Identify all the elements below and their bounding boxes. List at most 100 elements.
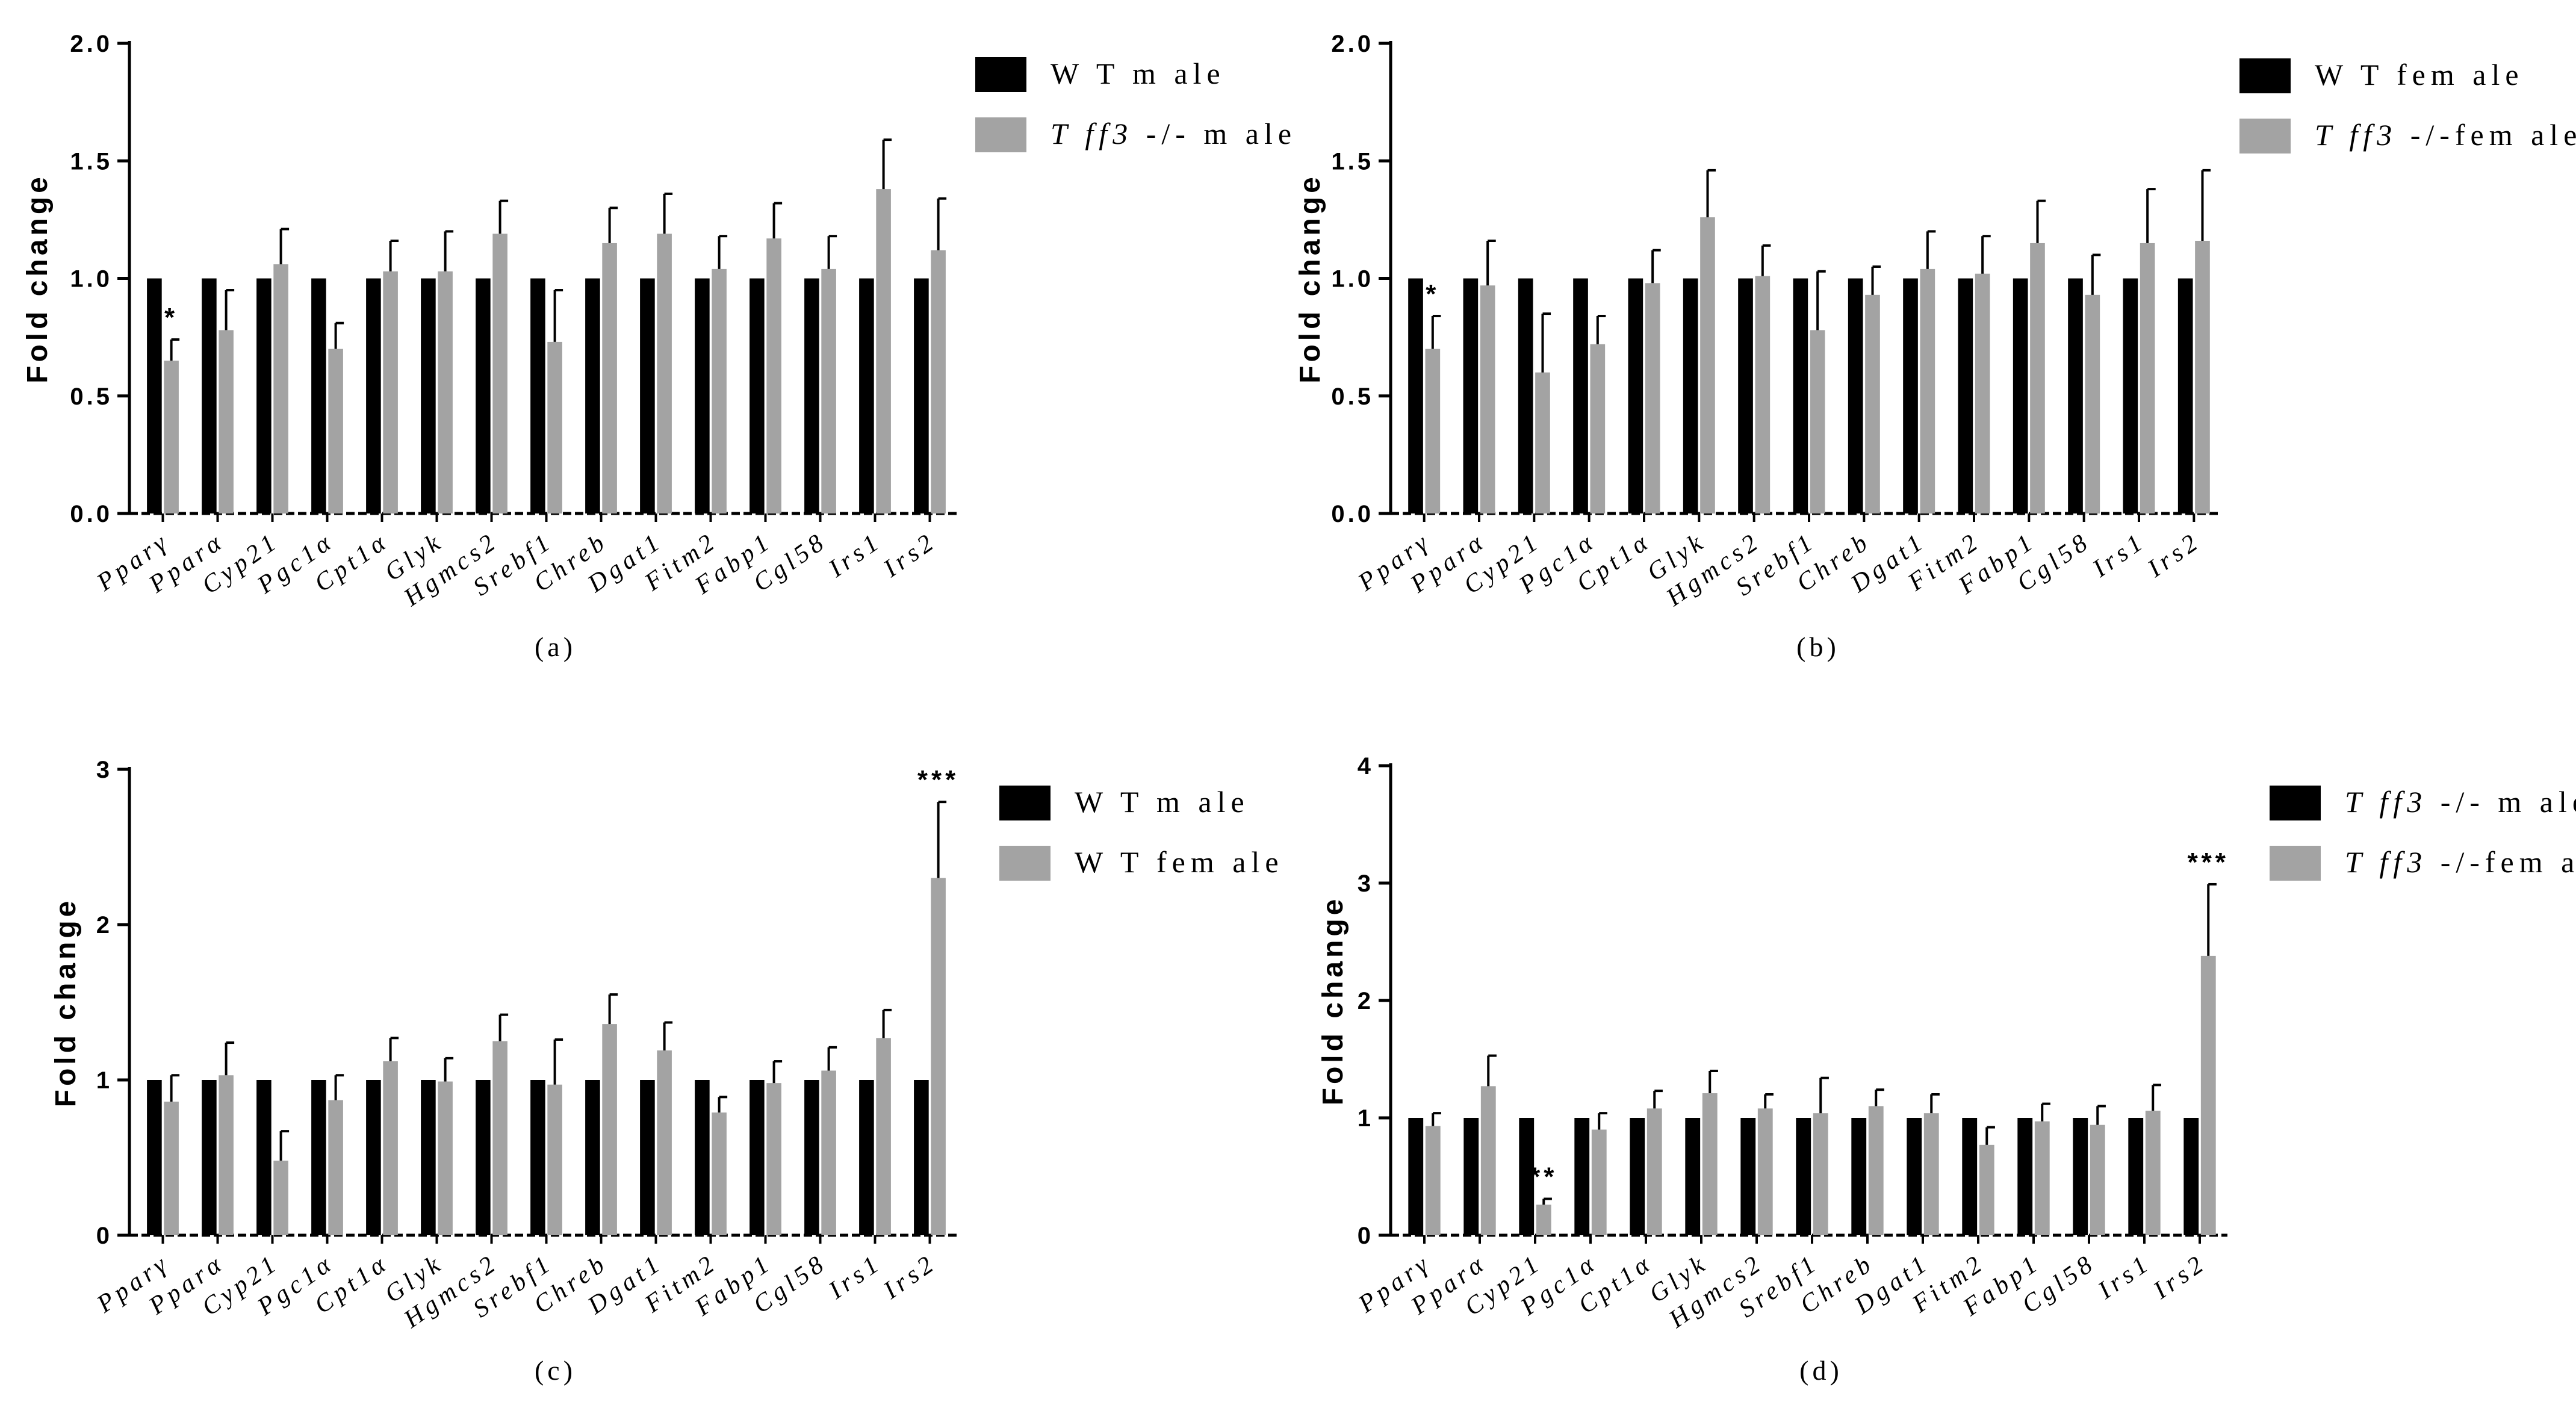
bar-control <box>366 1080 381 1235</box>
y-tick-label: 1 <box>1358 1105 1374 1132</box>
bar-control <box>750 1080 765 1235</box>
bar-control <box>1907 1118 1922 1235</box>
bar-compare <box>1425 1126 1441 1235</box>
legend-swatch <box>999 846 1051 881</box>
bar-control <box>2177 278 2193 513</box>
legend-swatch <box>975 117 1026 152</box>
bar-compare <box>1975 273 1990 513</box>
y-tick-label: 2.0 <box>70 31 113 57</box>
bar-control <box>1519 1118 1535 1235</box>
bar-compare <box>1923 1113 1939 1235</box>
bar-control <box>311 278 326 513</box>
bar-control <box>585 278 600 513</box>
bar-compare <box>602 1024 617 1235</box>
bar-control <box>1408 278 1423 513</box>
bar-compare <box>547 1084 562 1235</box>
legend-label-text: W T m ale <box>1051 57 1226 90</box>
bar-compare <box>1810 330 1825 513</box>
bar-control <box>1851 1118 1867 1235</box>
bar-compare <box>712 268 727 513</box>
bar-compare <box>164 1102 179 1235</box>
bar-compare <box>821 268 836 513</box>
bar-control <box>1408 1118 1424 1235</box>
legend-label-gene: T ff3 <box>2345 845 2427 879</box>
legend-swatch <box>2239 58 2291 93</box>
bar-control <box>2123 278 2138 513</box>
category-label: Irs1 <box>2093 1249 2156 1305</box>
bar-compare <box>931 250 946 513</box>
bar-control <box>530 1080 545 1235</box>
bar-control <box>421 1080 436 1235</box>
bar-control <box>2128 1118 2144 1235</box>
bar-compare <box>712 1112 727 1235</box>
bar-compare <box>766 1083 781 1235</box>
bar-compare <box>1700 217 1715 513</box>
panel-label: (c) <box>535 1355 576 1386</box>
bar-compare <box>438 1081 453 1235</box>
bar-compare <box>328 1100 343 1235</box>
y-tick-label: 2 <box>96 912 113 938</box>
bar-compare <box>273 264 288 513</box>
bar-control <box>695 1080 710 1235</box>
bar-control <box>256 278 272 513</box>
legend-swatch <box>2270 846 2321 881</box>
bar-compare <box>657 234 672 513</box>
bar-control <box>530 278 545 513</box>
bar-control <box>640 278 655 513</box>
bar-control <box>311 1080 326 1235</box>
legend-label-text: W T m ale <box>1075 785 1250 819</box>
bar-compare <box>2090 1124 2105 1235</box>
bar-control <box>914 1080 929 1235</box>
bar-control <box>804 278 819 513</box>
bar-control <box>804 1080 819 1235</box>
bar-compare <box>547 341 562 513</box>
category-label: Irs2 <box>878 527 942 583</box>
bar-compare <box>492 234 507 513</box>
category-label: Irs2 <box>878 1249 942 1305</box>
bar-control <box>256 1080 272 1235</box>
panel-label: (a) <box>535 631 576 662</box>
legend-label-text: W T fem ale <box>2315 58 2524 91</box>
bar-control <box>476 1080 491 1235</box>
y-tick-label: 0.5 <box>1331 383 1374 410</box>
bar-control <box>1848 278 1863 513</box>
bar-control <box>1573 278 1588 513</box>
legend-label-text: -/- m ale <box>1133 117 1297 150</box>
y-tick-label: 1 <box>96 1067 113 1094</box>
bar-compare <box>492 1041 507 1235</box>
significance-marker: * <box>1426 279 1439 309</box>
bar-compare <box>1865 294 1880 513</box>
bar-control <box>1685 1118 1701 1235</box>
bar-control <box>202 278 217 513</box>
bar-compare <box>1755 276 1771 513</box>
bar-compare <box>2195 241 2210 513</box>
bar-compare <box>766 238 781 513</box>
category-label: Irs2 <box>2142 527 2206 583</box>
y-axis-label: Fold change <box>1294 173 1326 383</box>
bar-compare <box>657 1050 672 1235</box>
legend-label: W T m ale <box>1075 785 1250 819</box>
y-tick-label: 0 <box>1358 1223 1374 1249</box>
legend-label: W T fem ale <box>2315 58 2524 91</box>
bar-compare <box>1480 1086 1496 1235</box>
bar-control <box>1463 278 1479 513</box>
bar-control <box>1962 1118 1978 1235</box>
bar-control <box>421 278 436 513</box>
bar-control <box>2183 1118 2199 1235</box>
significance-marker: ** <box>1530 1162 1557 1192</box>
bar-compare <box>1645 283 1660 513</box>
bar-control <box>1903 278 1918 513</box>
legend-label-text: W T fem ale <box>1075 845 1284 879</box>
legend-label-gene: T ff3 <box>2315 118 2397 152</box>
bar-control <box>1683 278 1698 513</box>
bar-control <box>1463 1118 1479 1235</box>
bar-control <box>750 278 765 513</box>
panel-label: (d) <box>1799 1355 1843 1386</box>
bar-compare <box>383 1061 398 1235</box>
significance-marker: *** <box>917 765 959 795</box>
y-tick-label: 1.5 <box>1331 148 1374 175</box>
